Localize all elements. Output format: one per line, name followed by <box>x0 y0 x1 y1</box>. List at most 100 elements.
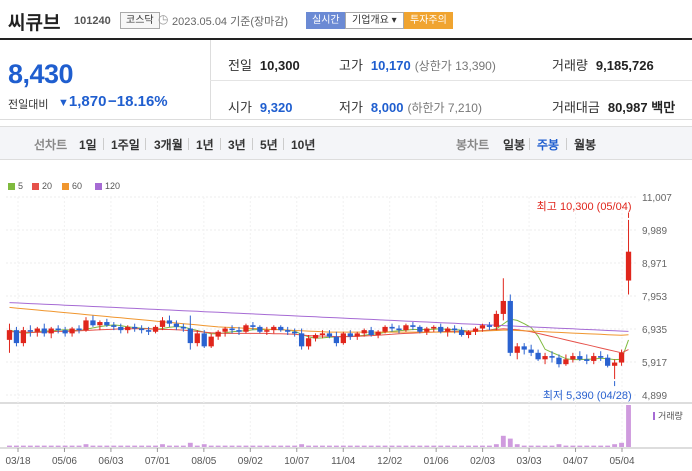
volume-bar <box>167 445 172 447</box>
divider <box>529 138 530 150</box>
candle-body <box>278 326 284 331</box>
volume-bar <box>299 444 305 447</box>
down-arrow-icon: ▼ <box>58 97 69 109</box>
tab-1d[interactable]: 1일 <box>79 138 97 152</box>
candle-body <box>340 333 346 344</box>
candle-body <box>584 359 590 361</box>
legend-swatch <box>32 182 39 190</box>
tab-daily[interactable]: 일봉 <box>503 138 526 152</box>
volume-bar <box>570 445 576 447</box>
volume-bar <box>500 435 506 447</box>
price-summary: 8,430 전일대비 ▼1,870 −18.16% 전일 10,300 시가 9,3… <box>0 40 692 120</box>
candle-body <box>201 333 207 347</box>
realtime-button[interactable]: 실시간 <box>306 12 346 29</box>
candle-body <box>577 356 583 360</box>
legend-label: 120 <box>105 181 121 191</box>
volume-label: 거래량 <box>658 410 683 421</box>
tab-weekly[interactable]: 주봉 <box>537 138 560 152</box>
candle-body <box>152 326 159 332</box>
tab-5y[interactable]: 5년 <box>260 138 278 152</box>
candle-body <box>410 325 416 327</box>
candle-body <box>486 325 493 327</box>
tab-10y[interactable]: 10년 <box>291 138 316 152</box>
volume-bar <box>431 445 437 447</box>
volume-bar <box>69 445 75 447</box>
volume-bar <box>208 445 214 447</box>
volume-bar <box>236 445 242 447</box>
x-tick-label: 03/18 <box>5 456 30 467</box>
tab-1w[interactable]: 1주일 <box>111 138 140 152</box>
investment-warning-badge: 투자주의 <box>404 12 453 29</box>
volume-bar <box>7 445 12 447</box>
volume-bar <box>264 445 270 447</box>
volume-bar <box>438 445 444 447</box>
candle-body <box>159 320 166 327</box>
candle-body <box>500 300 506 314</box>
ma-line-5 <box>9 318 629 361</box>
volume-bar <box>76 445 82 447</box>
volume-legend-icon <box>653 412 655 420</box>
candle-body <box>389 326 395 329</box>
candle-body <box>556 357 562 365</box>
market-badge: 코스닥 <box>120 12 160 29</box>
candle-body <box>76 328 82 331</box>
low-label: 저가 <box>339 100 363 115</box>
candle-body <box>417 326 423 332</box>
high-label: 고가 <box>339 58 363 73</box>
candle-body <box>382 326 388 332</box>
volume-bar <box>577 445 583 447</box>
tab-3y[interactable]: 3년 <box>228 138 246 152</box>
stock-code: 101240 <box>74 15 111 27</box>
volume-bar <box>201 444 207 447</box>
company-info-dropdown[interactable]: 기업개요 ▾ <box>345 12 404 29</box>
change-amount: 1,870 <box>68 93 107 110</box>
volume-bar <box>424 445 430 447</box>
x-axis: 03/18 05/06 06/03 07/01 08/05 09/02 10/07 11/04… <box>5 456 634 467</box>
candle-body <box>48 328 54 334</box>
volume-bar <box>368 445 374 447</box>
stock-header: 씨큐브 101240 코스닥 ◷ 2023.05.04 기준(장마감) 실시간 … <box>0 0 692 40</box>
candle-body <box>333 336 340 344</box>
candle-body <box>347 333 353 337</box>
tab-1y[interactable]: 1년 <box>196 138 214 152</box>
volume-bar <box>619 442 625 447</box>
prev-close: 전일 10,300 <box>228 55 300 74</box>
x-tick-label: 07/01 <box>145 456 170 467</box>
volume-bar <box>347 445 353 447</box>
candle-body <box>215 331 221 337</box>
y-axis: 11,007 9,989 8,971 7,953 6,935 5,917 4,899 <box>642 193 672 402</box>
ma-line-20 <box>9 328 629 354</box>
volume-bar <box>605 445 611 447</box>
candle-body <box>611 362 618 366</box>
volume-bar <box>271 445 277 447</box>
candle-body <box>605 357 611 366</box>
line-chart-label: 선차트 <box>34 138 68 152</box>
candle-body <box>507 300 513 353</box>
candles <box>6 219 632 380</box>
candle-body <box>118 326 124 331</box>
tab-monthly[interactable]: 월봉 <box>574 138 597 152</box>
volume-bar <box>354 445 360 447</box>
volume-bar <box>473 445 478 447</box>
candle-body <box>305 338 312 347</box>
y-tick-label: 11,007 <box>642 193 672 204</box>
candle-body <box>132 326 138 329</box>
legend-swatch <box>62 182 69 190</box>
volume-bar <box>528 445 534 447</box>
candle-body <box>542 356 548 360</box>
x-tick-label: 10/07 <box>284 456 309 467</box>
volume-bar <box>584 445 590 447</box>
volume-bar <box>20 445 26 447</box>
tab-3m[interactable]: 3개월 <box>154 138 183 152</box>
volume-bar <box>389 445 395 447</box>
candle-body <box>445 328 451 332</box>
legend-ma60: 60 <box>62 181 82 191</box>
volume-bar <box>153 445 158 447</box>
candle-body <box>62 330 68 334</box>
candle-body <box>528 349 534 353</box>
divider <box>252 138 253 150</box>
x-tick-label: 12/02 <box>377 456 402 467</box>
candle-body <box>6 330 13 340</box>
volume-bar <box>187 442 193 447</box>
